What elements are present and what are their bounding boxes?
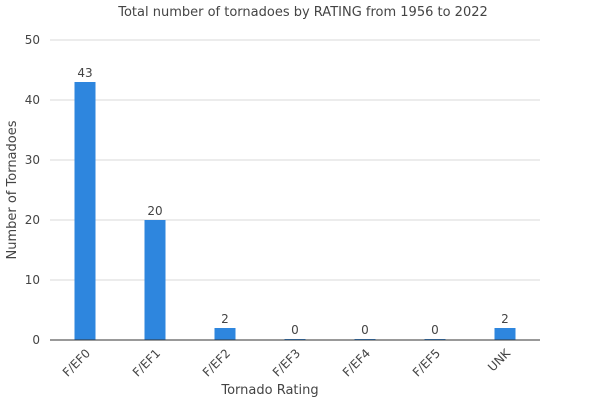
data-label: 0 — [291, 323, 299, 337]
x-axis-title: Tornado Rating — [220, 383, 318, 398]
x-tick-label: F/EF4 — [340, 346, 373, 379]
x-tick-label: F/EF3 — [270, 346, 303, 379]
y-axis-ticks: 0 10 20 30 40 50 — [25, 33, 40, 347]
x-tick-label: F/EF5 — [410, 346, 443, 379]
data-label: 2 — [501, 312, 509, 326]
data-label: 43 — [77, 66, 92, 80]
x-tick-label: F/EF0 — [60, 346, 93, 379]
x-tick-label: UNK — [485, 345, 514, 374]
x-axis-ticks: F/EF0 F/EF1 F/EF2 F/EF3 F/EF4 F/EF5 UNK — [60, 345, 514, 379]
y-tick-label: 30 — [25, 153, 40, 167]
data-label: 0 — [361, 323, 369, 337]
bar — [214, 328, 236, 340]
y-tick-label: 50 — [25, 33, 40, 47]
data-label: 2 — [221, 312, 229, 326]
y-tick-label: 0 — [32, 333, 40, 347]
data-label: 0 — [431, 323, 439, 337]
data-label: 20 — [147, 204, 162, 218]
bar — [144, 220, 166, 340]
chart-title: Total number of tornadoes by RATING from… — [117, 5, 488, 20]
x-tick-label: F/EF1 — [130, 346, 163, 379]
gridlines — [50, 39, 540, 281]
y-axis-title: Number of Tornadoes — [5, 120, 20, 259]
bar — [74, 82, 96, 340]
bars — [74, 82, 516, 340]
y-tick-label: 10 — [25, 273, 40, 287]
y-tick-label: 40 — [25, 93, 40, 107]
x-tick-label: F/EF2 — [200, 346, 233, 379]
y-tick-label: 20 — [25, 213, 40, 227]
bar — [494, 328, 516, 340]
